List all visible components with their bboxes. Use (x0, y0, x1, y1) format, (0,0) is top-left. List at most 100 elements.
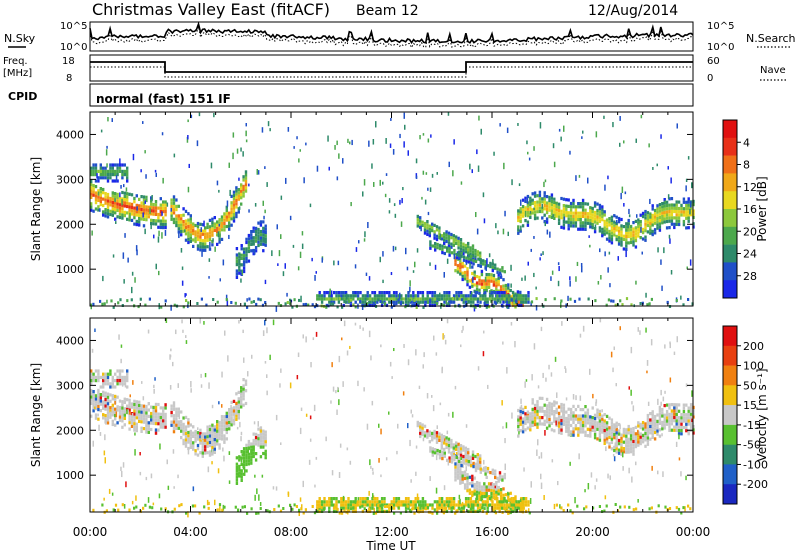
echo-cell (613, 432, 616, 437)
echo-cell (99, 166, 102, 170)
echo-cell (328, 294, 331, 298)
ground-cell (257, 297, 260, 301)
echo-cell (172, 220, 176, 225)
echo-cell (154, 203, 158, 207)
echo-cell (467, 297, 470, 301)
echo-cell (116, 405, 119, 409)
echo-cell (491, 291, 494, 295)
colorbar-tick-label: -200 (743, 478, 768, 491)
echo-cell (99, 396, 102, 400)
echo-cell (481, 503, 485, 507)
speckle-cell (581, 136, 583, 139)
echo-cell (133, 216, 136, 220)
echo-cell (646, 223, 650, 228)
ground-cell (605, 504, 608, 508)
echo-cell (632, 436, 635, 440)
echo-cell (225, 427, 228, 431)
echo-cell (228, 408, 231, 412)
echo-cell (216, 423, 219, 427)
echo-cell (646, 439, 650, 443)
speckle-cell (552, 143, 555, 149)
echo-cell (517, 303, 521, 307)
echo-cell (569, 411, 573, 415)
echo-cell (235, 456, 239, 460)
echo-cell (347, 497, 350, 501)
echo-cell (247, 462, 251, 466)
echo-cell (97, 388, 100, 392)
ground-cell (560, 299, 563, 303)
echo-cell (240, 402, 243, 406)
speckle-cell (418, 385, 421, 390)
ground-cell (200, 297, 203, 301)
echo-cell (426, 291, 429, 295)
speckle-cell (399, 199, 401, 205)
echo-cell (665, 216, 669, 220)
echo-cell (479, 251, 482, 255)
ground-cell (573, 299, 577, 303)
echo-cell (468, 482, 472, 486)
ground-cell (451, 297, 454, 300)
echo-cell (457, 449, 460, 453)
echo-cell (521, 417, 525, 421)
speckle-cell (647, 401, 650, 406)
echo-cell (196, 453, 200, 457)
echo-cell (524, 412, 527, 416)
echo-cell (601, 417, 604, 421)
echo-cell (187, 434, 190, 438)
echo-cell (625, 247, 628, 251)
echo-cell (610, 440, 614, 444)
echo-cell (491, 471, 494, 475)
speckle-cell (507, 491, 509, 495)
echo-cell (159, 197, 162, 201)
echo-cell (140, 214, 143, 218)
echo-cell (476, 303, 480, 307)
echo-cell (670, 409, 674, 413)
speckle-cell (236, 148, 239, 154)
echo-cell (118, 212, 122, 216)
echo-cell (252, 438, 255, 443)
ground-cell (361, 303, 364, 307)
echo-cell (483, 495, 486, 499)
echo-cell (460, 254, 463, 258)
echo-cell (250, 455, 253, 459)
echo-cell (211, 446, 214, 450)
echo-cell (503, 476, 506, 480)
echo-cell (218, 433, 221, 437)
echo-cell (509, 491, 512, 495)
echo-cell (581, 420, 585, 424)
echo-cell (230, 416, 233, 420)
echo-cell (90, 189, 93, 193)
echo-cell (206, 438, 209, 442)
echo-cell (344, 291, 348, 295)
ground-cell (650, 297, 653, 301)
ground-cell (675, 299, 678, 302)
echo-cell (471, 474, 474, 478)
echo-cell (689, 209, 693, 214)
echo-cell (123, 173, 126, 177)
echo-cell (581, 417, 585, 421)
echo-cell (685, 403, 688, 407)
speckle-cell (416, 248, 419, 253)
echo-cell (538, 203, 542, 207)
echo-cell (419, 431, 422, 435)
ground-cell (497, 299, 500, 302)
speckle-cell (454, 385, 457, 390)
echo-cell (244, 173, 248, 177)
echo-cell (433, 500, 437, 504)
echo-cell (164, 412, 167, 416)
echo-cell (106, 382, 110, 386)
echo-cell (488, 294, 492, 298)
echo-cell (677, 210, 681, 214)
echo-cell (538, 190, 542, 194)
echo-cell (252, 454, 255, 459)
echo-cell (608, 220, 611, 224)
echo-cell (238, 455, 241, 459)
echo-cell (467, 457, 470, 461)
echo-cell (242, 447, 246, 451)
colorbar-swatch (723, 173, 737, 192)
echo-cell (634, 438, 638, 442)
echo-cell (486, 497, 489, 501)
ground-cell (135, 505, 138, 509)
speckle-cell (461, 501, 464, 505)
echo-cell (118, 412, 122, 416)
